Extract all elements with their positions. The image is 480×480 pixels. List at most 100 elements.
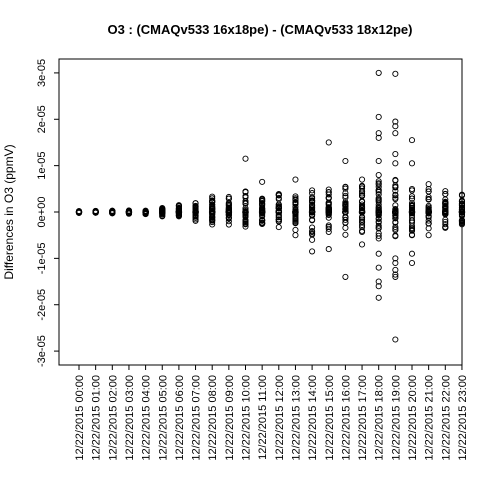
data-point bbox=[375, 206, 382, 213]
data-point bbox=[225, 208, 233, 216]
data-point bbox=[275, 192, 282, 199]
data-point bbox=[408, 250, 416, 257]
data-point bbox=[242, 155, 249, 162]
data-point bbox=[408, 217, 416, 224]
data-point bbox=[375, 171, 382, 179]
data-point bbox=[159, 211, 166, 218]
data-point bbox=[275, 216, 282, 223]
data-point bbox=[225, 221, 232, 228]
data-point bbox=[175, 208, 183, 216]
data-point bbox=[441, 208, 449, 216]
y-tick-label: -1e-05 bbox=[36, 242, 48, 274]
data-point bbox=[375, 130, 382, 137]
data-point bbox=[175, 206, 182, 213]
data-point bbox=[392, 177, 399, 184]
data-point bbox=[358, 221, 366, 229]
data-point bbox=[392, 187, 399, 194]
x-tick-label: 12/22/2015 12:00 bbox=[274, 375, 286, 461]
data-point bbox=[425, 196, 432, 203]
data-point bbox=[309, 236, 316, 243]
data-point bbox=[292, 217, 299, 224]
x-tick-label: 12/22/2015 06:00 bbox=[174, 375, 186, 461]
y-tick-label: 1e-05 bbox=[36, 152, 48, 180]
data-point bbox=[342, 199, 349, 206]
data-point bbox=[158, 208, 166, 216]
data-point bbox=[442, 218, 449, 225]
x-tick-label: 12/22/2015 11:00 bbox=[257, 375, 269, 460]
data-point bbox=[325, 222, 332, 229]
data-point bbox=[275, 208, 283, 216]
data-point bbox=[259, 178, 266, 185]
data-point bbox=[342, 231, 349, 238]
x-tick-label: 12/22/2015 05:00 bbox=[157, 375, 169, 461]
data-point bbox=[358, 224, 366, 231]
data-point bbox=[242, 223, 249, 230]
data-point bbox=[392, 195, 399, 203]
data-point bbox=[209, 211, 216, 218]
y-tick-label: 0e+00 bbox=[36, 197, 48, 228]
x-tick-label: 12/22/2015 03:00 bbox=[124, 375, 136, 461]
data-point bbox=[258, 208, 266, 216]
data-point bbox=[325, 225, 332, 232]
data-points bbox=[75, 69, 466, 343]
data-point bbox=[392, 150, 399, 158]
data-point bbox=[275, 194, 282, 202]
data-point bbox=[392, 273, 399, 280]
x-tick-label: 12/22/2015 21:00 bbox=[424, 375, 436, 461]
x-tick-label: 12/22/2015 23:00 bbox=[457, 375, 469, 461]
x-tick-label: 12/22/2015 14:00 bbox=[307, 375, 319, 461]
data-point bbox=[309, 224, 316, 231]
data-point bbox=[375, 294, 382, 301]
data-point bbox=[242, 208, 249, 216]
data-point bbox=[192, 200, 199, 207]
data-point bbox=[325, 191, 332, 198]
data-point bbox=[375, 113, 382, 121]
data-point bbox=[292, 208, 299, 216]
data-point bbox=[458, 191, 466, 198]
data-point bbox=[342, 201, 349, 208]
data-point bbox=[375, 197, 382, 204]
x-tick-label: 12/22/2015 08:00 bbox=[207, 375, 219, 461]
x-tick-label: 12/22/2015 16:00 bbox=[340, 375, 352, 461]
data-point bbox=[442, 224, 449, 231]
data-point bbox=[425, 208, 432, 216]
data-point bbox=[292, 176, 299, 183]
data-point bbox=[325, 201, 332, 209]
data-point bbox=[408, 193, 416, 200]
data-point bbox=[342, 190, 349, 197]
data-point bbox=[292, 195, 299, 202]
data-point bbox=[309, 190, 316, 197]
data-point bbox=[358, 218, 366, 225]
y-tick-label: -2e-05 bbox=[36, 289, 48, 321]
x-tick-label: 12/22/2015 22:00 bbox=[440, 375, 452, 461]
data-point bbox=[292, 232, 299, 239]
data-point bbox=[358, 176, 366, 183]
data-point bbox=[392, 130, 399, 137]
data-point bbox=[458, 220, 466, 227]
data-point bbox=[342, 216, 349, 223]
data-point bbox=[308, 208, 316, 216]
x-tick-label: 12/22/2015 01:00 bbox=[91, 375, 103, 461]
data-point bbox=[325, 206, 332, 213]
data-point bbox=[375, 69, 382, 76]
data-point bbox=[192, 202, 199, 209]
data-point bbox=[425, 206, 432, 213]
data-point bbox=[242, 200, 249, 207]
data-point bbox=[375, 283, 382, 290]
data-point bbox=[358, 208, 366, 216]
data-point bbox=[225, 206, 232, 213]
data-point bbox=[242, 213, 249, 220]
data-point bbox=[458, 205, 466, 213]
x-axis: 12/22/2015 00:00 12/22/2015 01:00 12/22/20… bbox=[74, 365, 469, 461]
data-point bbox=[342, 224, 349, 231]
data-point bbox=[408, 160, 416, 167]
data-point bbox=[408, 201, 416, 209]
data-point bbox=[192, 208, 199, 216]
data-point bbox=[342, 183, 349, 190]
data-point bbox=[375, 222, 382, 229]
data-point bbox=[408, 226, 416, 234]
data-point bbox=[392, 208, 399, 216]
data-point bbox=[309, 187, 316, 194]
x-tick-label: 12/22/2015 10:00 bbox=[241, 375, 253, 461]
